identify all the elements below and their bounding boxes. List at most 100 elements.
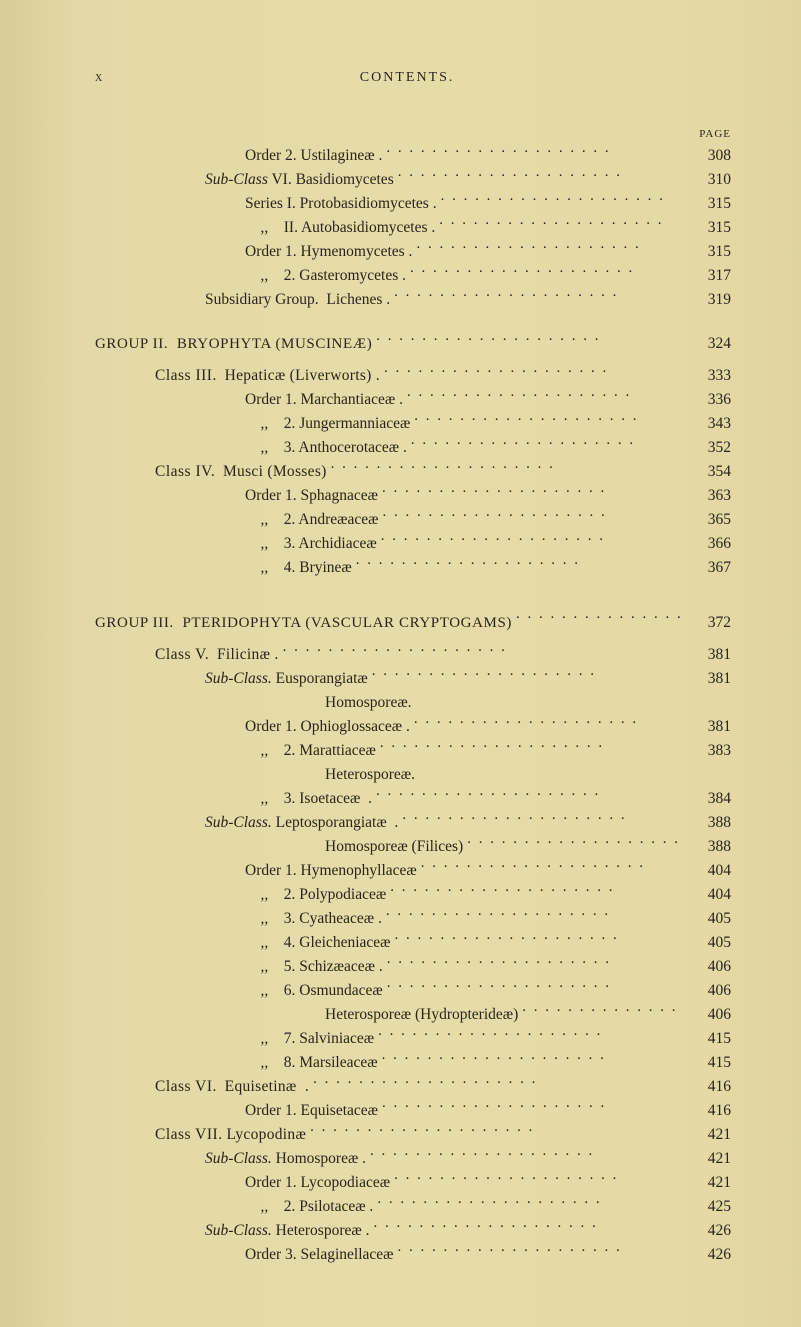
entry-label: Sub-Class. Eusporangiatæ [205, 667, 368, 691]
entry-page: 406 [685, 1003, 731, 1027]
toc-entry: Order 1. Lycopodiaceæ421 [95, 1171, 731, 1195]
leader-dots [283, 643, 681, 659]
entry-label: ,, 3. Anthocerotaceæ . [245, 436, 407, 460]
entry-page: 416 [685, 1075, 731, 1099]
leader-dots [386, 907, 681, 923]
leader-dots [467, 835, 681, 851]
leader-dots [310, 1124, 681, 1140]
toc-entry: Heterosporeæ. [95, 763, 731, 787]
leader-dots [382, 485, 681, 501]
entry-label: Class VII. Lycopodinæ [155, 1123, 306, 1147]
entry-page: 319 [685, 288, 731, 312]
entry-label: Order 1. Sphagnaceæ [245, 484, 378, 508]
leader-dots [386, 145, 681, 161]
leader-dots [516, 611, 681, 627]
entry-label: Order 1. Marchantiaceæ . [245, 388, 403, 412]
entry-label: Homosporeæ (Filices) [325, 835, 463, 859]
gap [95, 312, 731, 332]
entry-label: Sub-Class. Homosporeæ . [205, 1147, 366, 1171]
entry-label: ,, 3. Archidiaceæ [245, 532, 377, 556]
entry-label: Sub-Class. Leptosporangiatæ . [205, 811, 398, 835]
toc-entry: ,, 3. Isoetaceæ .384 [95, 787, 731, 811]
toc-entry: Sub-Class. Leptosporangiatæ . 388 [95, 811, 731, 835]
leader-dots [522, 1003, 681, 1019]
entry-page: 406 [685, 955, 731, 979]
toc-entry: ,, 3. Cyatheaceæ .405 [95, 907, 731, 931]
entry-page: 336 [685, 388, 731, 412]
entry-label: ,, 4. Gleicheniaceæ [245, 931, 390, 955]
entry-page: 421 [685, 1171, 731, 1195]
toc-entry: Class IV. Musci (Mosses)354 [95, 460, 731, 484]
toc-entry: Class VI. Equisetinæ . 416 [95, 1075, 731, 1099]
entry-label: Order 1. Hymenomycetes . [245, 240, 412, 264]
entry-label: ,, 2. Jungermanniaceæ [245, 412, 410, 436]
leader-dots [382, 1052, 681, 1068]
entry-page: 421 [685, 1123, 731, 1147]
entry-label: Order 1. Hymenophyllaceæ [245, 859, 417, 883]
entry-label: Class VI. Equisetinæ . [155, 1075, 309, 1099]
leader-dots [394, 289, 681, 305]
toc-entry: ,, 3. Anthocerotaceæ . 352 [95, 436, 731, 460]
leader-dots [414, 413, 681, 429]
toc-entry: Order 1. Hymenophyllaceæ404 [95, 859, 731, 883]
entry-page: 352 [685, 436, 731, 460]
toc-entry: ,, 2. Andreæaceæ 365 [95, 508, 731, 532]
entry-label: Class V. Filicinæ . [155, 643, 279, 667]
leader-dots [397, 1244, 681, 1260]
contents-list: Order 2. Ustilagineæ .308Sub-Class VI. B… [95, 144, 731, 1267]
toc-entry: ,, 2. Polypodiaceæ404 [95, 883, 731, 907]
entry-page: 372 [685, 611, 731, 635]
entry-label: Series I. Protobasidiomycetes . [245, 192, 437, 216]
entry-page: 406 [685, 979, 731, 1003]
entry-label: Order 3. Selaginellaceæ [245, 1243, 393, 1267]
entry-page: 333 [685, 364, 731, 388]
entry-label: Sub-Class VI. Basidiomycetes [205, 168, 394, 192]
toc-entry: Sub-Class. Heterosporeæ .426 [95, 1219, 731, 1243]
page-number: x [95, 70, 103, 86]
leader-dots [331, 461, 681, 477]
entry-page: 366 [685, 532, 731, 556]
toc-entry: ,, 8. Marsileaceæ415 [95, 1051, 731, 1075]
entry-label: ,, 6. Osmundaceæ [245, 979, 383, 1003]
entry-page: 404 [685, 883, 731, 907]
entry-page: 425 [685, 1195, 731, 1219]
entry-page: 381 [685, 643, 731, 667]
entry-label: ,, 2. Gasteromycetes . [245, 264, 406, 288]
entry-page: 354 [685, 460, 731, 484]
toc-entry: Homosporeæ (Filices)388 [95, 835, 731, 859]
entry-page: 365 [685, 508, 731, 532]
toc-entry: ,, 5. Schizæaceæ . 406 [95, 955, 731, 979]
leader-dots [372, 667, 681, 683]
leader-dots [381, 533, 681, 549]
entry-label: Order 1. Equisetaceæ [245, 1099, 378, 1123]
header-title: CONTENTS. [103, 70, 711, 86]
entry-page: 388 [685, 811, 731, 835]
entry-label: Subsidiary Group. Lichenes . [205, 288, 390, 312]
entry-label: ,, 5. Schizæaceæ . [245, 955, 383, 979]
toc-entry: Order 2. Ustilagineæ .308 [95, 144, 731, 168]
entry-page: 315 [685, 240, 731, 264]
page: x CONTENTS. PAGE Order 2. Ustilagineæ .3… [0, 0, 801, 1327]
entry-label: ,, 2. Andreæaceæ [245, 508, 378, 532]
leader-dots [377, 1196, 681, 1212]
entry-page: 343 [685, 412, 731, 436]
running-head: x CONTENTS. [95, 70, 731, 86]
entry-page: 381 [685, 715, 731, 739]
entry-page: 381 [685, 667, 731, 691]
leader-dots [394, 931, 681, 947]
entry-page: 363 [685, 484, 731, 508]
leader-dots [407, 389, 681, 405]
leader-dots [387, 955, 681, 971]
toc-entry: ,, 3. Archidiaceæ 366 [95, 532, 731, 556]
toc-entry: Order 1. Sphagnaceæ 363 [95, 484, 731, 508]
leader-dots [439, 217, 681, 233]
entry-page: 383 [685, 739, 731, 763]
leader-dots [410, 265, 681, 281]
toc-entry: GROUP II. BRYOPHYTA (MUSCINEÆ)324 [95, 332, 731, 356]
entry-label: ,, 2. Psilotaceæ . [245, 1195, 373, 1219]
entry-page: 426 [685, 1243, 731, 1267]
leader-dots [411, 437, 681, 453]
entry-label: GROUP II. BRYOPHYTA (MUSCINEÆ) [95, 332, 372, 356]
toc-entry: ,, 7. Salviniaceæ415 [95, 1027, 731, 1051]
gap [95, 581, 731, 611]
